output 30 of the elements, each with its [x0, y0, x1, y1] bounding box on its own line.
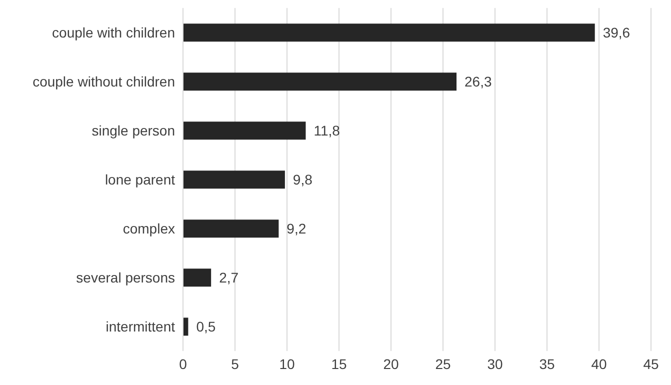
x-tick-label: 5 [231, 356, 240, 372]
y-tick-label: complex [122, 220, 175, 236]
data-label: 9,8 [292, 172, 313, 188]
y-tick-label: several persons [76, 269, 175, 286]
bar [183, 220, 279, 238]
bar [183, 170, 285, 189]
data-label: 39,6 [602, 24, 630, 41]
bar [183, 268, 212, 287]
x-tick-label: 25 [435, 356, 451, 372]
data-label: 9,2 [286, 220, 306, 237]
bar [183, 24, 595, 42]
x-tick-label: 10 [279, 356, 295, 372]
y-tick-label: intermittent [106, 318, 176, 334]
x-tick-label: 40 [591, 356, 607, 372]
x-tick-label: 20 [383, 356, 399, 372]
bar [183, 72, 457, 91]
data-label: 0,5 [196, 318, 216, 335]
y-tick-label: lone parent [104, 171, 176, 188]
y-tick-label: couple without children [32, 73, 175, 90]
y-tick-label: couple with children [52, 24, 175, 40]
data-label: 26,3 [464, 74, 492, 90]
x-tick-label: 30 [487, 356, 503, 372]
x-tick-label: 35 [539, 356, 555, 372]
x-tick-label: 45 [643, 356, 659, 372]
x-tick-label: 15 [331, 356, 347, 372]
data-label: 2,7 [219, 270, 239, 286]
y-tick-label: single person [92, 122, 175, 138]
bar [183, 122, 306, 140]
data-label: 11,8 [314, 122, 340, 139]
x-tick-label: 0 [179, 356, 188, 372]
